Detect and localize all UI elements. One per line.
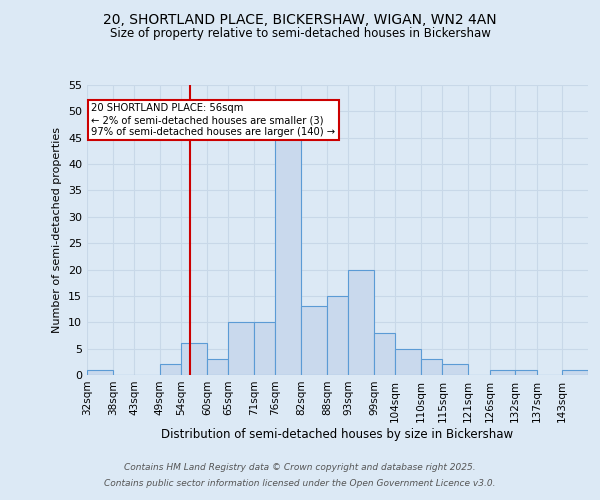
Bar (207, 359, 229, 375)
Bar (181, 344, 207, 375)
Bar (229, 322, 254, 375)
Text: Contains public sector information licensed under the Open Government Licence v3: Contains public sector information licen… (104, 478, 496, 488)
Bar (421, 359, 442, 375)
Bar (442, 364, 468, 375)
Bar (254, 322, 275, 375)
Bar (562, 370, 588, 375)
Bar (160, 364, 181, 375)
X-axis label: Distribution of semi-detached houses by size in Bickershaw: Distribution of semi-detached houses by … (161, 428, 514, 440)
Y-axis label: Number of semi-detached properties: Number of semi-detached properties (52, 127, 62, 333)
Bar (395, 348, 421, 375)
Bar (374, 333, 395, 375)
Bar (348, 270, 374, 375)
Bar (87, 370, 113, 375)
Text: Contains HM Land Registry data © Crown copyright and database right 2025.: Contains HM Land Registry data © Crown c… (124, 464, 476, 472)
Bar (515, 370, 536, 375)
Bar (327, 296, 348, 375)
Text: Size of property relative to semi-detached houses in Bickershaw: Size of property relative to semi-detach… (110, 28, 490, 40)
Bar (490, 370, 515, 375)
Text: 20, SHORTLAND PLACE, BICKERSHAW, WIGAN, WN2 4AN: 20, SHORTLAND PLACE, BICKERSHAW, WIGAN, … (103, 12, 497, 26)
Text: 20 SHORTLAND PLACE: 56sqm
← 2% of semi-detached houses are smaller (3)
97% of se: 20 SHORTLAND PLACE: 56sqm ← 2% of semi-d… (91, 104, 335, 136)
Bar (275, 132, 301, 375)
Bar (301, 306, 327, 375)
